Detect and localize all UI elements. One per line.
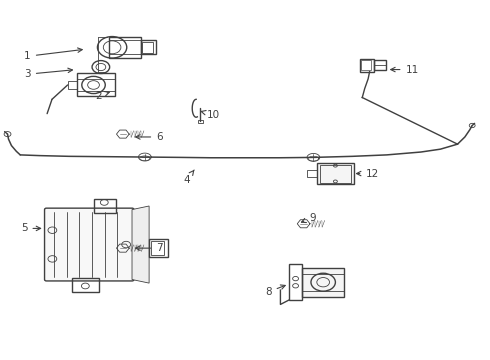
Bar	[143, 41, 153, 53]
Bar	[360, 59, 373, 72]
Text: 4: 4	[183, 170, 194, 185]
Text: 7: 7	[136, 243, 163, 253]
Text: 2: 2	[95, 91, 109, 101]
Bar	[361, 60, 371, 70]
Bar	[141, 40, 156, 54]
Bar	[109, 37, 141, 58]
Bar	[68, 81, 77, 89]
Text: 12: 12	[357, 168, 379, 179]
Bar	[307, 170, 317, 177]
Bar	[149, 239, 168, 257]
Bar	[198, 120, 203, 123]
Text: 10: 10	[201, 110, 220, 120]
Text: 8: 8	[265, 285, 285, 297]
Text: 3: 3	[24, 68, 73, 79]
Text: 9: 9	[301, 213, 316, 222]
Bar	[150, 241, 164, 255]
Text: 1: 1	[24, 48, 82, 61]
Bar	[320, 165, 351, 183]
Text: 11: 11	[391, 64, 419, 75]
Bar	[289, 264, 302, 300]
Bar	[72, 278, 99, 292]
Text: 6: 6	[136, 132, 163, 142]
Text: 5: 5	[21, 224, 41, 233]
Bar	[302, 268, 344, 297]
Bar	[94, 199, 116, 213]
Bar	[373, 60, 386, 70]
FancyBboxPatch shape	[45, 208, 134, 281]
Bar	[317, 163, 354, 184]
Polygon shape	[132, 206, 149, 283]
Bar	[77, 73, 115, 96]
